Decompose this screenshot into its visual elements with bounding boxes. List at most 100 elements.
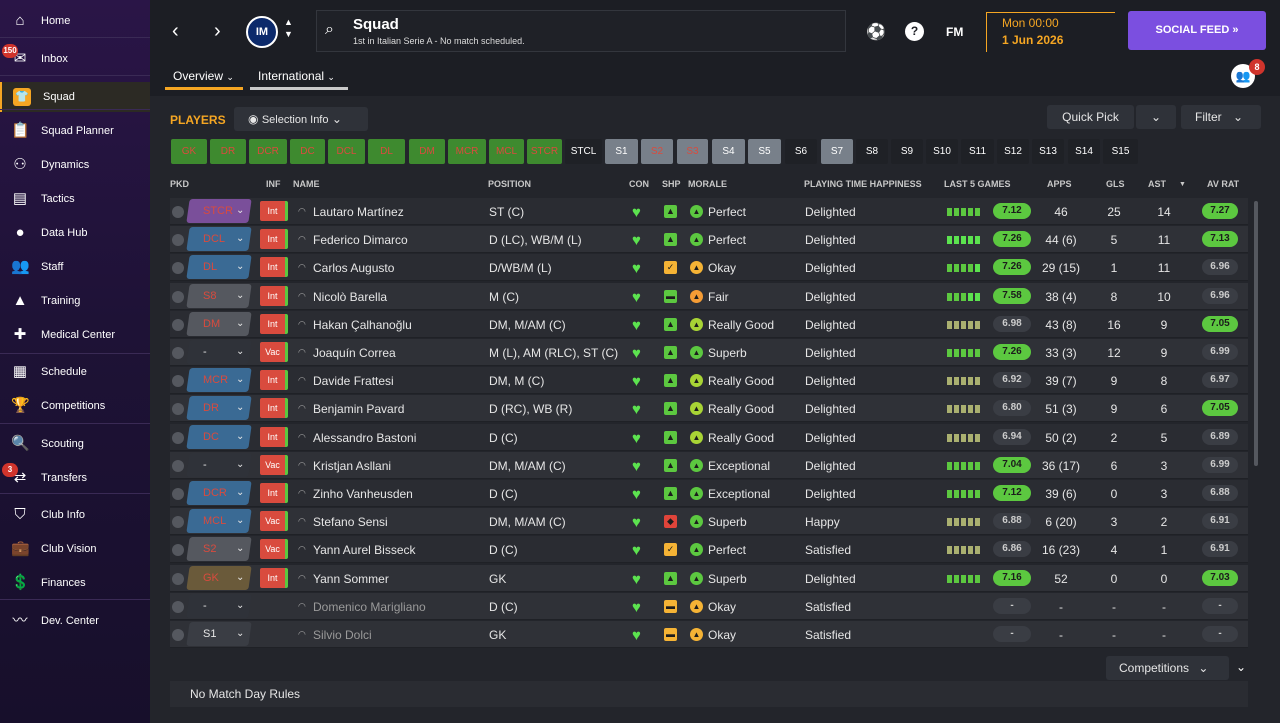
select-circle[interactable] xyxy=(172,600,184,613)
sidebar-item-club-info[interactable]: ⛉ Club Info xyxy=(0,500,150,530)
table-row[interactable]: - ⌄ ◠ Domenico Marigliano D (C) ♥ ▬ ▲ Okay Satisf… xyxy=(170,592,1248,620)
column-header-ast[interactable]: AST xyxy=(1148,179,1166,189)
player-name[interactable]: Kristjan Asllani xyxy=(313,458,392,473)
scrollbar[interactable] xyxy=(1254,201,1258,466)
quick-pick-dropdown[interactable]: ⌄ xyxy=(1136,105,1176,129)
club-crest[interactable]: IM xyxy=(246,16,278,48)
position-button-s8[interactable]: S8 xyxy=(856,139,888,164)
position-button-s12[interactable]: S12 xyxy=(997,139,1029,164)
pkd-position-dropdown[interactable]: S1 ⌄ xyxy=(186,622,252,646)
position-button-s14[interactable]: S14 xyxy=(1068,139,1100,164)
pkd-position-dropdown[interactable]: DCR ⌄ xyxy=(186,481,252,505)
sidebar-item-schedule[interactable]: ▦ Schedule xyxy=(0,357,150,387)
column-header-name[interactable]: NAME xyxy=(293,179,320,189)
select-circle[interactable] xyxy=(172,516,184,529)
table-row[interactable]: - ⌄ Vac ◠ Kristjan Asllani DM, M/AM (C) ♥ ▲ ▲ Exc… xyxy=(170,451,1248,479)
sidebar-item-staff[interactable]: 👥 Staff xyxy=(0,252,150,282)
sidebar-item-home[interactable]: ⌂ Home xyxy=(0,6,150,36)
football-icon[interactable]: ⚽ xyxy=(866,24,886,41)
position-button-s10[interactable]: S10 xyxy=(926,139,958,164)
sidebar-item-squad-planner[interactable]: 📋 Squad Planner xyxy=(0,116,150,146)
social-feed-button[interactable]: SOCIAL FEED » xyxy=(1128,11,1266,50)
player-name[interactable]: Yann Sommer xyxy=(313,571,389,586)
position-button-dr[interactable]: DR xyxy=(210,139,246,164)
position-button-gk[interactable]: GK xyxy=(171,139,207,164)
position-button-s15[interactable]: S15 xyxy=(1103,139,1138,164)
player-name[interactable]: Joaquín Correa xyxy=(313,346,396,360)
sidebar-item-club-vision[interactable]: 💼 Club Vision xyxy=(0,534,150,564)
position-button-s3[interactable]: S3 xyxy=(677,139,708,164)
sidebar-item-competitions[interactable]: 🏆 Competitions xyxy=(0,391,150,421)
player-name[interactable]: Benjamin Pavard xyxy=(313,402,405,417)
help-icon[interactable]: ? xyxy=(905,22,924,41)
select-circle[interactable] xyxy=(172,290,184,303)
pkd-position-dropdown[interactable]: S2 ⌄ xyxy=(186,537,252,562)
sidebar-item-medical-center[interactable]: ✚ Medical Center xyxy=(0,320,150,350)
pkd-position-dropdown[interactable]: MCL ⌄ xyxy=(186,509,252,534)
expand-chevron-icon[interactable]: ⌄ xyxy=(1236,660,1247,674)
select-circle[interactable] xyxy=(172,572,184,585)
sidebar-item-inbox[interactable]: ✉ Inbox 150 xyxy=(0,44,150,74)
forward-arrow-icon[interactable]: › xyxy=(214,20,221,42)
column-header-morale[interactable]: MORALE xyxy=(688,179,727,189)
column-header-inf[interactable]: INF xyxy=(266,179,281,189)
column-header-pkd[interactable]: PKD xyxy=(170,179,190,189)
table-row[interactable]: DCR ⌄ Int ◠ Zinho Vanheusden D (C) ♥ ▲ ▲ Exceptio… xyxy=(170,480,1248,507)
pkd-position-dropdown[interactable]: DL ⌄ xyxy=(186,255,252,280)
pkd-position-dropdown[interactable]: MCR ⌄ xyxy=(186,368,252,393)
quick-pick-button[interactable]: Quick Pick xyxy=(1047,105,1134,129)
player-name[interactable]: Lautaro Martínez xyxy=(313,205,404,219)
pkd-position-dropdown[interactable]: S8 ⌄ xyxy=(186,283,252,308)
column-header-shp[interactable]: SHP xyxy=(662,179,681,189)
table-row[interactable]: DR ⌄ Int ◠ Benjamin Pavard D (RC), WB (R) ♥ ▲ ▲ R… xyxy=(170,395,1248,423)
fm-logo[interactable]: FM xyxy=(946,25,964,39)
sidebar-item-squad[interactable]: 👕 Squad xyxy=(0,82,150,112)
table-row[interactable]: MCR ⌄ Int ◠ Davide Frattesi DM, M (C) ♥ ▲ ▲ Reall… xyxy=(170,367,1248,395)
sidebar-item-transfers[interactable]: ⇄ Transfers 3 xyxy=(0,463,150,493)
sidebar-item-dev-center[interactable]: 〰 Dev. Center xyxy=(0,606,150,636)
position-button-s9[interactable]: S9 xyxy=(891,139,923,164)
position-button-s5[interactable]: S5 xyxy=(748,139,781,164)
sidebar-item-scouting[interactable]: 🔍 Scouting xyxy=(0,429,150,459)
column-header-playing-time-happiness[interactable]: PLAYING TIME HAPPINESS xyxy=(804,179,922,189)
pkd-position-dropdown[interactable]: DCL ⌄ xyxy=(186,227,252,252)
position-button-dcl[interactable]: DCL xyxy=(328,139,365,164)
column-header-av-rat[interactable]: AV RAT xyxy=(1207,179,1240,189)
table-row[interactable]: DC ⌄ Int ◠ Alessandro Bastoni D (C) ♥ ▲ ▲ Really … xyxy=(170,423,1248,451)
up-down-chevron-icon[interactable]: ▲ ▼ xyxy=(284,17,293,39)
pkd-position-dropdown[interactable]: GK ⌄ xyxy=(186,565,252,590)
column-header-apps[interactable]: APPS xyxy=(1047,179,1072,189)
table-row[interactable]: S8 ⌄ Int ◠ Nicolò Barella M (C) ♥ ▬ ▲ Fair Delight… xyxy=(170,282,1248,310)
select-circle[interactable] xyxy=(172,318,184,331)
player-name[interactable]: Nicolò Barella xyxy=(313,289,388,304)
table-row[interactable]: DL ⌄ Int ◠ Carlos Augusto D/WB/M (L) ♥ ✓ ▲ Okay De… xyxy=(170,254,1248,282)
player-name[interactable]: Alessandro Bastoni xyxy=(313,430,417,445)
player-name[interactable]: Federico Dimarco xyxy=(313,233,408,248)
table-row[interactable]: S1 ⌄ ◠ Silvio Dolci GK ♥ ▬ ▲ Okay Satisfied - - - - - xyxy=(170,621,1248,648)
table-row[interactable]: S2 ⌄ Vac ◠ Yann Aurel Bisseck D (C) ♥ ✓ ▲ Perfect… xyxy=(170,536,1248,564)
pkd-position-dropdown[interactable]: - ⌄ xyxy=(186,452,252,477)
sidebar-item-training[interactable]: ▲ Training xyxy=(0,286,150,316)
select-circle[interactable] xyxy=(172,629,184,641)
select-circle[interactable] xyxy=(172,206,184,218)
position-button-s2[interactable]: S2 xyxy=(641,139,673,164)
back-arrow-icon[interactable]: ‹ xyxy=(172,20,179,42)
position-button-stcr[interactable]: STCR xyxy=(527,139,562,164)
tab-international[interactable]: International ⌄ xyxy=(250,62,348,90)
pkd-position-dropdown[interactable]: - ⌄ xyxy=(186,340,252,364)
position-button-s6[interactable]: S6 xyxy=(785,139,817,164)
position-button-dl[interactable]: DL xyxy=(368,139,405,164)
table-row[interactable]: GK ⌄ Int ◠ Yann Sommer GK ♥ ▲ ▲ Superb Delighted 7.… xyxy=(170,564,1248,592)
position-button-s11[interactable]: S11 xyxy=(961,139,994,164)
pkd-position-dropdown[interactable]: DM ⌄ xyxy=(186,311,252,336)
table-row[interactable]: DCL ⌄ Int ◠ Federico Dimarco D (LC), WB/M (L)… xyxy=(170,226,1248,254)
position-button-s13[interactable]: S13 xyxy=(1032,139,1064,164)
player-name[interactable]: Yann Aurel Bisseck xyxy=(313,543,416,558)
select-circle[interactable] xyxy=(172,488,184,500)
competitions-button[interactable]: Competitions ⌄ xyxy=(1106,656,1229,680)
column-header-gls[interactable]: GLS xyxy=(1106,179,1125,189)
player-name[interactable]: Carlos Augusto xyxy=(313,261,395,276)
select-circle[interactable] xyxy=(172,262,184,275)
table-row[interactable]: STCR ⌄ Int ◠ Lautaro Martínez ST (C) ♥ ▲ ▲ Perfec… xyxy=(170,198,1248,225)
filter-button[interactable]: Filter ⌄ xyxy=(1181,105,1261,129)
